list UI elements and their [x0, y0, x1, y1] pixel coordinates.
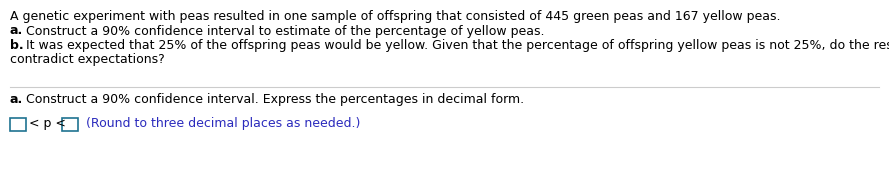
FancyBboxPatch shape	[10, 118, 26, 131]
Text: It was expected that 25% of the offspring peas would be yellow. Given that the p: It was expected that 25% of the offsprin…	[22, 39, 889, 52]
Text: a.: a.	[10, 25, 23, 37]
Text: b.: b.	[10, 39, 24, 52]
Text: (Round to three decimal places as needed.): (Round to three decimal places as needed…	[82, 117, 360, 130]
Text: contradict expectations?: contradict expectations?	[10, 54, 164, 67]
Text: A genetic experiment with peas resulted in one sample of offspring that consiste: A genetic experiment with peas resulted …	[10, 10, 781, 23]
Text: a.: a.	[10, 93, 23, 106]
Text: Construct a 90% confidence interval. Express the percentages in decimal form.: Construct a 90% confidence interval. Exp…	[22, 93, 525, 106]
FancyBboxPatch shape	[62, 118, 78, 131]
Text: < p <: < p <	[29, 117, 66, 130]
Text: Construct a 90% confidence interval to estimate of the percentage of yellow peas: Construct a 90% confidence interval to e…	[22, 25, 544, 37]
